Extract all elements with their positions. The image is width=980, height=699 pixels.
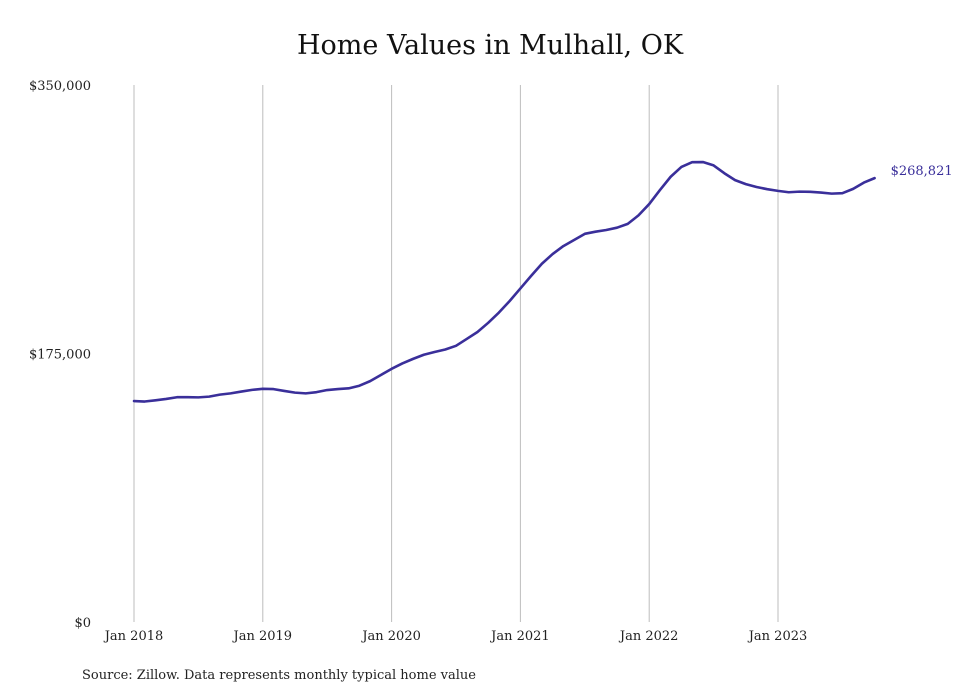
x-tick-label: Jan 2022 [618,629,679,644]
y-tick-label: $175,000 [29,348,91,363]
y-tick-label: $0 [74,616,91,631]
x-tick-label: Jan 2020 [360,629,421,644]
gridlines [133,85,779,622]
x-tick-label: Jan 2021 [489,629,550,644]
x-tick-label: Jan 2018 [103,629,164,644]
source-note: Source: Zillow. Data represents monthly … [82,668,476,683]
chart-title: Home Values in Mulhall, OK [296,30,684,61]
y-axis-labels: $0 $175,000 $350,000 [29,79,91,631]
series-layer: $268,821 [132,160,953,403]
x-axis-labels: Jan 2018 Jan 2019 Jan 2020 Jan 2021 Jan 2022… [103,629,808,644]
y-tick-label: $350,000 [29,79,91,94]
x-tick-label: Jan 2023 [747,629,808,644]
series-line [132,160,876,403]
x-tick-label: Jan 2019 [232,629,293,644]
end-value-label: $268,821 [891,164,953,179]
